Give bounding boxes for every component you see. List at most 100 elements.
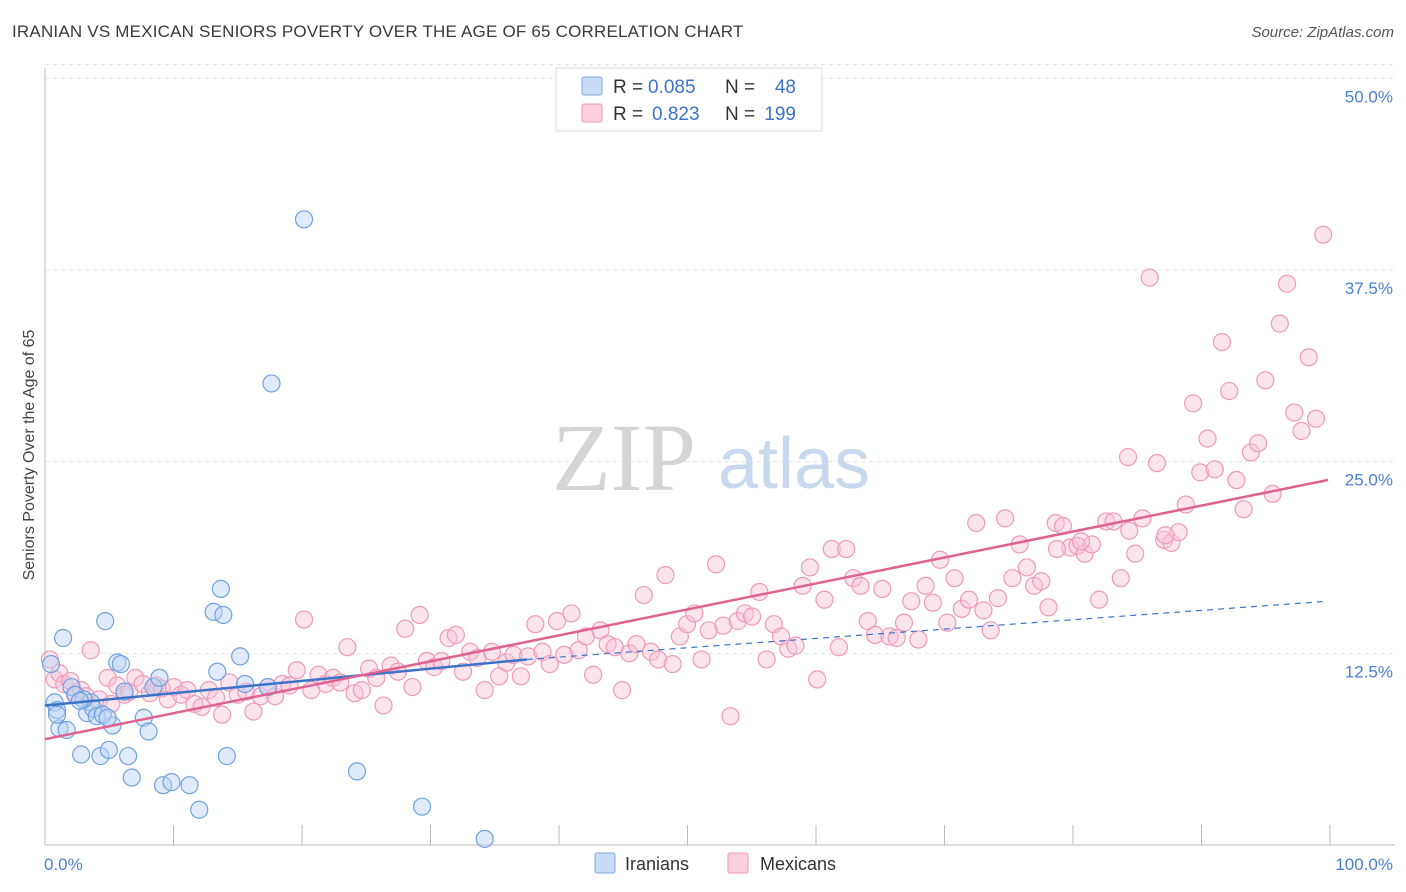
mexican-point bbox=[287, 661, 306, 680]
mexican-point bbox=[1156, 526, 1175, 545]
mexican-point bbox=[526, 615, 545, 634]
mexican-point bbox=[1220, 381, 1239, 401]
legend-r-value: 0.085 bbox=[648, 77, 696, 98]
mexican-point bbox=[714, 616, 733, 635]
y-axis-label: Seniors Poverty Over the Age of 65 bbox=[21, 330, 38, 581]
mexican-point bbox=[1198, 429, 1217, 448]
mexican-point bbox=[649, 650, 668, 669]
mexican-point bbox=[678, 615, 697, 634]
watermark-zip: ZIP bbox=[552, 404, 696, 511]
iranians-trend-line bbox=[44, 658, 527, 707]
iranian-point bbox=[98, 708, 117, 727]
mexican-point bbox=[916, 576, 935, 595]
iranian-point bbox=[208, 662, 227, 681]
legend-n-label: N = bbox=[725, 104, 755, 125]
watermark: ZIP atlas bbox=[552, 404, 870, 511]
bottom-legend-mexicans: Mexicans bbox=[760, 854, 836, 874]
iranian-point bbox=[190, 800, 209, 819]
mexican-point bbox=[1090, 590, 1109, 609]
mexican-point bbox=[1285, 403, 1304, 422]
mexican-point bbox=[403, 677, 422, 697]
iranian-point bbox=[99, 740, 118, 760]
chart-title: IRANIAN VS MEXICAN SENIORS POVERTY OVER … bbox=[12, 22, 744, 41]
mexican-point bbox=[699, 621, 718, 640]
legend-n-label: N = bbox=[725, 77, 755, 98]
bottom-legend-swatch-mexicans bbox=[727, 852, 749, 874]
mexican-point bbox=[133, 674, 152, 694]
iranian-point bbox=[111, 654, 130, 674]
mexican-point bbox=[952, 599, 971, 618]
x-tick-label: 0.0% bbox=[44, 855, 83, 874]
mexican-point bbox=[945, 569, 964, 588]
mexican-point bbox=[446, 625, 465, 645]
mexican-point bbox=[1263, 484, 1282, 503]
legend-r-value: 0.823 bbox=[652, 104, 700, 125]
mexican-point bbox=[692, 650, 711, 669]
legend-r-label: R = bbox=[613, 104, 643, 125]
mexican-point bbox=[1047, 539, 1067, 559]
mexican-point bbox=[1292, 421, 1311, 441]
mexican-point bbox=[482, 642, 502, 661]
mexican-point bbox=[938, 613, 957, 632]
legend: R = 0.085 N = 48 R = 0.823 N = 199 bbox=[555, 67, 823, 132]
mexican-point bbox=[1126, 544, 1145, 563]
mexican-point bbox=[800, 558, 820, 577]
iranian-point bbox=[47, 705, 67, 724]
mexican-point bbox=[815, 590, 834, 609]
x-tick-labels: 0.0% 100.0% bbox=[44, 855, 1393, 874]
mexican-point bbox=[410, 605, 429, 625]
mexican-point bbox=[1118, 447, 1138, 467]
mexican-point bbox=[894, 613, 914, 632]
mexican-point bbox=[1270, 314, 1289, 333]
mexican-point bbox=[352, 681, 371, 700]
mexican-point bbox=[1032, 572, 1051, 591]
mexican-point bbox=[212, 705, 232, 724]
mexican-point bbox=[808, 670, 827, 689]
mexican-point bbox=[98, 668, 117, 687]
mexican-point bbox=[1003, 569, 1022, 588]
legend-r-label: R = bbox=[613, 77, 643, 98]
mexican-point bbox=[555, 645, 574, 664]
iranian-point bbox=[235, 674, 255, 694]
mexican-point bbox=[562, 604, 581, 623]
bottom-legend-iranians: Iranians bbox=[625, 854, 689, 874]
mexican-point bbox=[757, 650, 776, 669]
iranian-point bbox=[231, 647, 250, 666]
mexican-point bbox=[1205, 460, 1224, 479]
mexican-point bbox=[663, 654, 682, 674]
iranians-trend-extension bbox=[526, 600, 1329, 661]
mexican-point bbox=[822, 539, 841, 559]
iranian-point bbox=[72, 745, 91, 764]
source-credit: Source: ZipAtlas.com bbox=[1251, 24, 1394, 41]
y-tick-labels: 12.5% 25.0% 37.5% 50.0% bbox=[1345, 87, 1393, 681]
iranian-point bbox=[217, 746, 237, 766]
mexican-point bbox=[1227, 470, 1246, 490]
bottom-legend-swatch-iranians bbox=[594, 852, 616, 874]
mexican-point bbox=[981, 621, 1000, 640]
trend-lines bbox=[44, 478, 1329, 741]
y-tick-label: 50.0% bbox=[1345, 87, 1393, 106]
mexican-point bbox=[45, 670, 64, 689]
iranian-point bbox=[180, 776, 199, 795]
mexican-point bbox=[996, 509, 1015, 528]
mexican-point bbox=[728, 612, 747, 631]
x-tick-label: 100.0% bbox=[1335, 855, 1393, 874]
y-tick-label: 25.0% bbox=[1345, 471, 1393, 490]
mexican-point bbox=[126, 668, 145, 687]
mexican-point bbox=[829, 638, 848, 657]
mexican-point bbox=[988, 589, 1008, 608]
mexican-point bbox=[294, 610, 314, 629]
iranian-point bbox=[475, 829, 494, 848]
mexican-point bbox=[374, 696, 393, 715]
mexican-point bbox=[706, 555, 726, 574]
mexican-point bbox=[1256, 371, 1275, 390]
mexican-point bbox=[338, 638, 357, 657]
mexican-point bbox=[453, 662, 473, 681]
mexican-point bbox=[1082, 535, 1101, 554]
bottom-legend: Iranians Mexicans bbox=[594, 852, 836, 874]
iranian-point bbox=[150, 668, 169, 687]
mexican-point bbox=[909, 630, 928, 649]
mexican-point bbox=[641, 642, 661, 661]
mexican-point bbox=[967, 513, 986, 533]
